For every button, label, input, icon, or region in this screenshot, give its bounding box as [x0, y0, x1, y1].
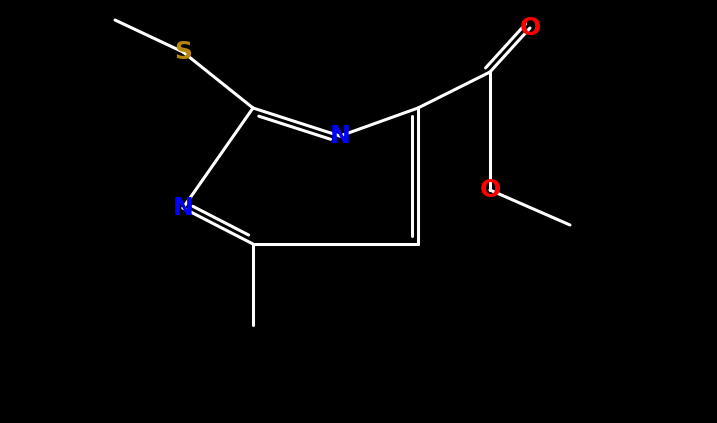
Text: N: N: [173, 196, 194, 220]
Text: S: S: [174, 40, 192, 64]
Text: O: O: [480, 178, 500, 202]
Text: O: O: [519, 16, 541, 40]
Text: N: N: [330, 124, 351, 148]
